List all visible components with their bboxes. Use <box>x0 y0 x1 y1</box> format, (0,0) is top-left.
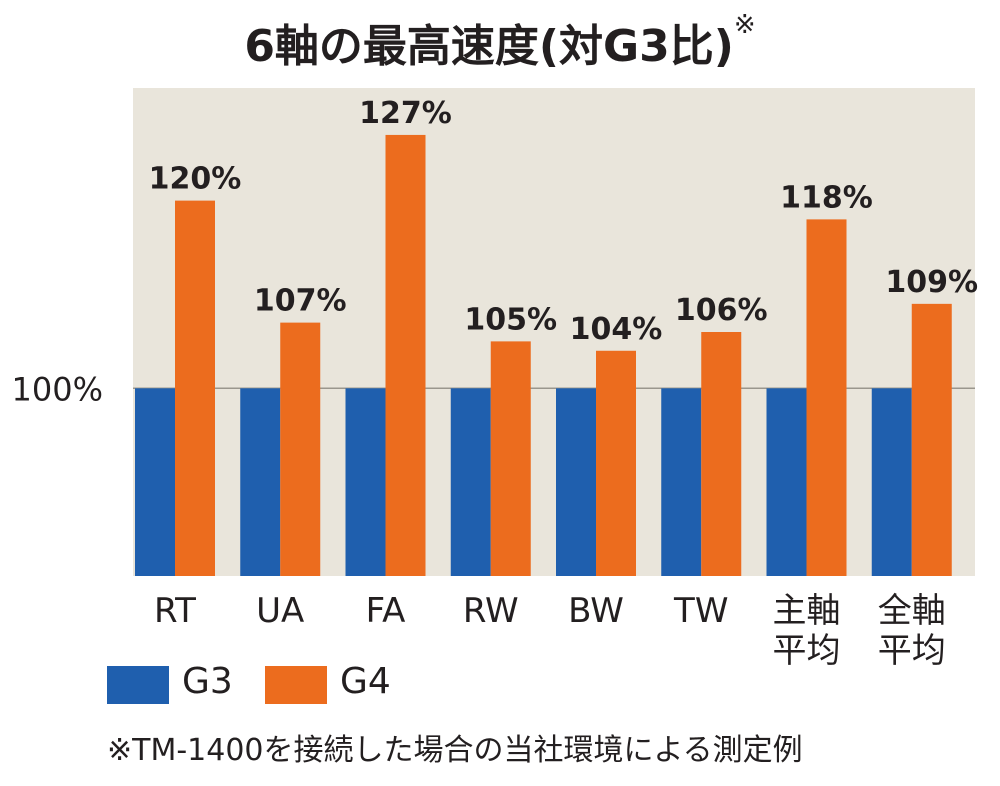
data-label-0: 120% <box>149 162 242 197</box>
legend-swatch-g4 <box>265 666 327 704</box>
x-tick-label-1: UA <box>256 591 304 631</box>
chart-title: 6軸の最高速度(対G3比)※ <box>0 10 1000 74</box>
y-tick-label-100: 100% <box>12 370 103 408</box>
x-tick-label-6: 主軸平均 <box>773 591 841 671</box>
legend-label-g4: G4 <box>340 661 391 702</box>
bar-g4-2 <box>385 134 426 576</box>
bar-g4-1 <box>280 322 321 576</box>
bar-g3-7 <box>871 388 912 576</box>
x-tick-label-2: FA <box>366 591 406 631</box>
data-label-1: 107% <box>254 284 347 319</box>
legend-label-g3: G3 <box>182 661 233 702</box>
chart-title-text: 6軸の最高速度(対G3比) <box>244 21 734 72</box>
title-footnote-mark: ※ <box>733 10 756 40</box>
bar-g3-2 <box>345 388 386 576</box>
data-label-2: 127% <box>359 96 452 131</box>
bar-g4-6 <box>806 219 847 576</box>
x-tick-label-7: 全軸平均 <box>878 591 946 671</box>
bar-g4-3 <box>490 341 531 576</box>
data-label-5: 106% <box>675 293 768 328</box>
bar-g4-5 <box>701 332 742 576</box>
bar-g3-0 <box>135 388 175 576</box>
bar-g4-0 <box>175 200 215 576</box>
x-tick-label-0: RT <box>154 591 196 631</box>
bar-g4-4 <box>596 350 636 576</box>
bar-g3-5 <box>661 388 702 576</box>
data-label-7: 109% <box>885 265 978 300</box>
data-label-4: 104% <box>570 312 663 347</box>
legend-swatch-g3 <box>107 666 169 704</box>
bar-g3-4 <box>556 388 596 576</box>
bar-g3-1 <box>240 388 281 576</box>
bar-g3-3 <box>450 388 491 576</box>
footnote: ※TM-1400を接続した場合の当社環境による測定例 <box>107 733 803 768</box>
x-tick-label-3: RW <box>463 591 519 631</box>
data-label-6: 118% <box>780 180 873 215</box>
bar-chart: 100% 120% RT 107% UA 127% FA 105% RW 104% BW 106% TW… <box>12 88 978 671</box>
data-label-3: 105% <box>464 302 557 337</box>
bar-g4-7 <box>911 303 952 576</box>
x-tick-label-4: BW <box>568 591 624 631</box>
bar-g3-6 <box>766 388 807 576</box>
x-tick-label-5: TW <box>673 591 728 631</box>
